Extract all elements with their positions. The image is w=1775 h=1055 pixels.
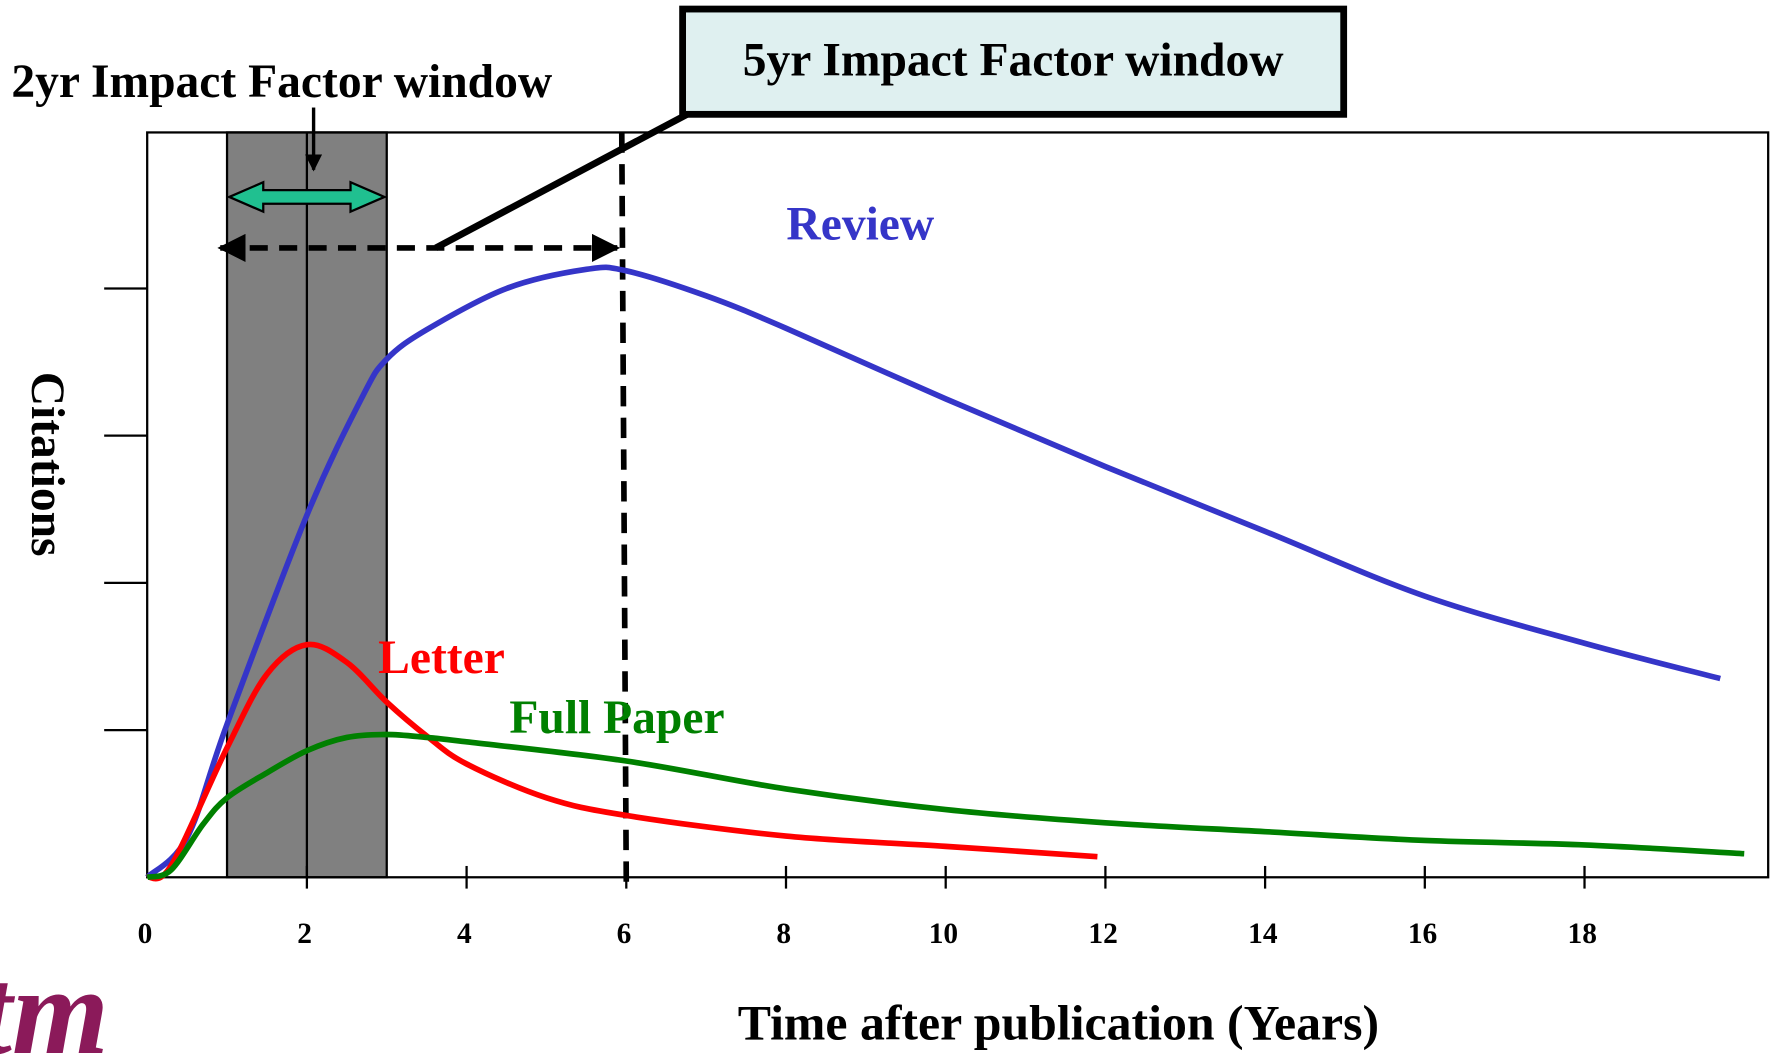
leader-line (434, 111, 689, 251)
x-tick-label: 14 (1248, 918, 1278, 950)
series-line (145, 264, 1721, 880)
plot-frame (146, 131, 1770, 879)
x-tick-label: 10 (929, 918, 958, 950)
five-year-label: 5yr Impact Factor window (743, 34, 1285, 86)
x-axis-label: Time after publication (Years) (738, 995, 1379, 1050)
x-tick-label: 16 (1408, 918, 1437, 950)
series-label: Full Paper (509, 692, 724, 744)
two-year-label: 2yr Impact Factor window (11, 56, 553, 108)
x-tick-label: 0 (138, 918, 153, 950)
two-year-arrow (226, 180, 388, 214)
x-tick-label: 4 (457, 918, 472, 950)
x-tick-label: 6 (617, 918, 632, 950)
x-tick-label: 2 (297, 918, 312, 950)
y-axis-label: Citations (21, 372, 73, 557)
five-year-line (618, 132, 630, 887)
logo: tm (0, 942, 109, 1055)
x-tick-label: 18 (1568, 918, 1597, 950)
x-tick-label: 8 (776, 918, 791, 950)
five-year-box (679, 5, 1348, 118)
series-label: Letter (378, 632, 505, 684)
x-tick-label: 12 (1088, 918, 1117, 950)
series-line (146, 731, 1745, 881)
series-label: Review (786, 199, 934, 251)
